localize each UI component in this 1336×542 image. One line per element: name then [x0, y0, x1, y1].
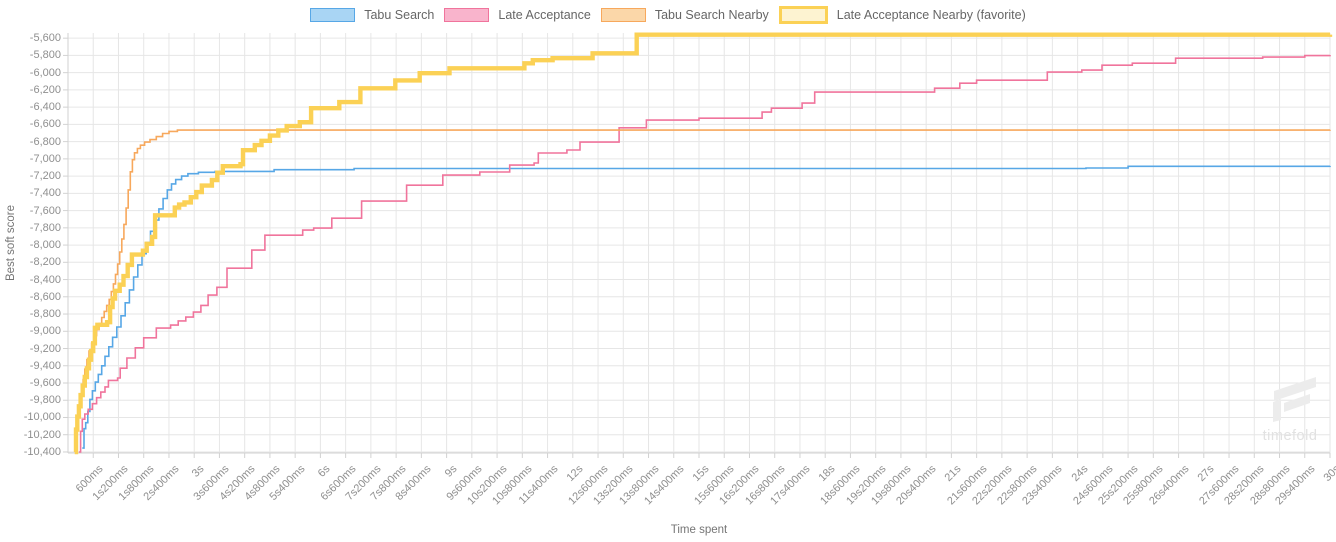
y-tick-label: -9,800	[29, 394, 61, 407]
legend-swatch-late-acceptance	[444, 8, 490, 22]
legend-item-tabu-search[interactable]: Tabu Search	[310, 8, 434, 22]
y-tick-label: -5,600	[29, 32, 61, 45]
y-tick-label: -8,200	[29, 256, 61, 269]
y-tick-label: -8,000	[29, 239, 61, 252]
legend-swatch-late-acceptance-nearby-favorite	[778, 6, 828, 24]
y-tick-label: -9,000	[29, 325, 61, 338]
legend-item-tabu-search-nearby[interactable]: Tabu Search Nearby	[600, 8, 769, 22]
y-tick-label: -6,400	[29, 101, 61, 114]
y-axis-title: Best soft score	[5, 204, 17, 282]
y-tick-label: -10,200	[23, 428, 61, 441]
y-tick-label: -10,000	[23, 411, 61, 424]
legend-label: Late Acceptance	[498, 8, 591, 22]
x-axis-title: Time spent	[670, 524, 728, 536]
y-tick-label: -6,600	[29, 118, 61, 131]
legend-label: Tabu Search	[364, 8, 435, 22]
y-tick-label: -6,000	[29, 66, 61, 79]
y-tick-label: -9,200	[29, 342, 61, 355]
y-tick-label: -10,400	[23, 445, 61, 458]
y-tick-label: -9,400	[29, 359, 61, 372]
legend-swatch-tabu-search	[310, 8, 356, 22]
legend-swatch-tabu-search-nearby	[600, 8, 646, 22]
series-line-tabu-search[interactable]	[82, 165, 1331, 449]
y-tick-label: -9,600	[29, 377, 61, 389]
series-line-tabu-search-nearby[interactable]	[75, 129, 1331, 453]
y-tick-label: -6,800	[29, 135, 61, 148]
y-tick-label: -5,800	[29, 49, 61, 62]
y-tick-label: -8,600	[29, 290, 61, 303]
series-line-late-acceptance-nearby-favorite[interactable]	[73, 32, 1333, 455]
legend-item-late-acceptance-nearby-favorite[interactable]: Late Acceptance Nearby (favorite)	[778, 6, 1026, 24]
y-tick-label: -8,800	[29, 308, 61, 321]
y-tick-label: -7,000	[29, 152, 61, 165]
chart-legend: Tabu Search Late Acceptance Tabu Search Ne…	[0, 6, 1336, 24]
y-tick-label: -7,600	[29, 204, 61, 217]
y-tick-label: -7,200	[29, 170, 61, 183]
y-tick-label: -7,400	[29, 187, 61, 200]
series-line-late-acceptance[interactable]	[78, 54, 1331, 453]
y-tick-label: -6,200	[29, 83, 61, 96]
y-tick-label: -8,400	[29, 273, 61, 286]
legend-label: Tabu Search Nearby	[654, 8, 769, 22]
y-tick-label: -7,800	[29, 221, 61, 234]
legend-label: Late Acceptance Nearby (favorite)	[836, 8, 1026, 22]
legend-item-late-acceptance[interactable]: Late Acceptance	[444, 8, 591, 22]
